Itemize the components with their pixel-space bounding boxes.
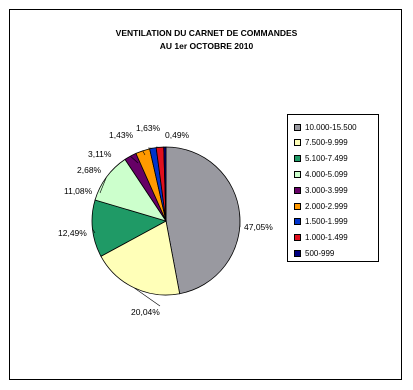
legend-label: 1.500-1.999 [305, 217, 348, 227]
legend-swatch [294, 218, 301, 226]
data-label: 47,05% [244, 222, 273, 232]
legend-label: 4.000-5.099 [305, 169, 348, 179]
leader-line [99, 176, 107, 194]
data-label: 2,68% [77, 165, 102, 175]
chart-subtitle: AU 1er OCTOBRE 2010 [159, 41, 254, 51]
legend-label: 500-999 [305, 248, 335, 258]
leader-line [134, 287, 161, 307]
legend-swatch [294, 139, 301, 147]
data-label: 1,43% [109, 130, 134, 140]
data-label: 11,08% [64, 186, 93, 196]
legend-item: 1.000-1.499 [294, 232, 348, 244]
legend-item: 2.000-2.999 [294, 200, 348, 212]
legend-swatch [294, 170, 301, 178]
legend: 10.000-15.500 7.500-9.999 5.100-7.499 4.000… [287, 114, 379, 262]
legend-label: 2.000-2.999 [305, 201, 348, 211]
legend-label: 1.000-1.499 [305, 233, 348, 243]
legend-item: 500-999 [294, 247, 334, 259]
legend-swatch [294, 155, 301, 163]
leader-line [142, 150, 146, 156]
legend-swatch [294, 123, 301, 131]
pie-slice-10.000-15.500 [165, 146, 241, 295]
legend-label: 3.000-3.999 [305, 185, 348, 195]
legend-item: 3.000-3.999 [294, 184, 348, 196]
leader-line [130, 155, 139, 164]
legend-label: 10.000-15.500 [305, 122, 357, 132]
legend-item: 4.000-5.099 [294, 168, 348, 180]
legend-item: 7.500-9.999 [294, 137, 348, 149]
legend-swatch [294, 234, 301, 242]
legend-label: 7.500-9.999 [305, 138, 348, 148]
leader-line [92, 228, 96, 234]
legend-item: 10.000-15.500 [294, 121, 357, 133]
legend-swatch [294, 249, 301, 257]
data-label: 12,49% [58, 228, 87, 238]
data-label: 3,11% [88, 149, 112, 159]
legend-swatch [294, 186, 301, 194]
pie-slice-7.500-9.999 [100, 220, 181, 296]
data-label: 1,63% [136, 123, 161, 133]
data-label: 20,04% [131, 307, 160, 317]
data-label: 0,49% [165, 130, 190, 140]
legend-label: 5.100-7.499 [305, 154, 348, 164]
chart-title: VENTILATION DU CARNET DE COMMANDES [115, 28, 298, 38]
legend-item: 5.100-7.499 [294, 153, 348, 165]
legend-item: 1.500-1.999 [294, 216, 348, 228]
legend-swatch [294, 202, 301, 210]
